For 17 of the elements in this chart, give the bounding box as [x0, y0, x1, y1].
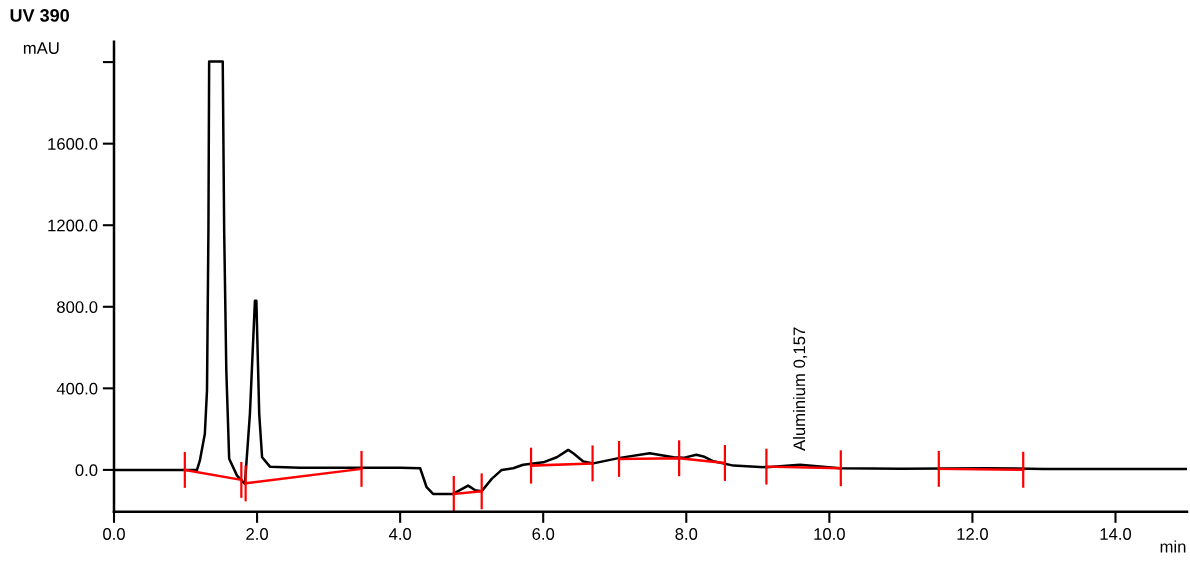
x-tick-label: 8.0: [675, 528, 698, 540]
x-tick-label: 4.0: [388, 528, 412, 540]
x-tick-label: 0.0: [103, 528, 125, 540]
y-tick-label: 0.0: [75, 464, 98, 477]
y-tick-label: 1200.0: [48, 219, 98, 232]
x-tick-label: 2.0: [246, 528, 269, 540]
x-axis-title: min: [1160, 540, 1186, 553]
chart-title: UV 390: [10, 9, 69, 22]
x-tick-label: 10.0: [814, 528, 845, 540]
annotation: Aluminium 0,157: [792, 327, 808, 451]
x-tick-label: 12.0: [957, 528, 988, 540]
x-tick-label: 14.0: [1100, 528, 1132, 540]
y-tick-label: 800.0: [57, 301, 98, 313]
y-tick-label: 400.0: [56, 382, 98, 395]
y-axis-title: mAU: [23, 42, 59, 54]
x-tick-label: 6.0: [532, 528, 555, 540]
y-tick-label: 1600.0: [48, 138, 98, 150]
